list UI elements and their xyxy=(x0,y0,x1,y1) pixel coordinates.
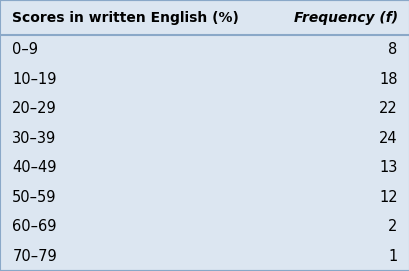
Text: 24: 24 xyxy=(378,131,397,146)
Text: 2: 2 xyxy=(387,219,397,234)
Text: 20–29: 20–29 xyxy=(12,101,57,117)
Text: 30–39: 30–39 xyxy=(12,131,56,146)
Text: 40–49: 40–49 xyxy=(12,160,57,175)
Text: 50–59: 50–59 xyxy=(12,190,57,205)
Text: 1: 1 xyxy=(387,249,397,264)
Text: 10–19: 10–19 xyxy=(12,72,57,87)
Text: 12: 12 xyxy=(378,190,397,205)
Text: Frequency (f): Frequency (f) xyxy=(293,11,397,25)
Text: 70–79: 70–79 xyxy=(12,249,57,264)
Text: 60–69: 60–69 xyxy=(12,219,57,234)
Text: Scores in written English (%): Scores in written English (%) xyxy=(12,11,238,25)
Text: 18: 18 xyxy=(378,72,397,87)
Text: 13: 13 xyxy=(378,160,397,175)
Text: 8: 8 xyxy=(387,43,397,57)
Text: 22: 22 xyxy=(378,101,397,117)
Text: 0–9: 0–9 xyxy=(12,43,38,57)
